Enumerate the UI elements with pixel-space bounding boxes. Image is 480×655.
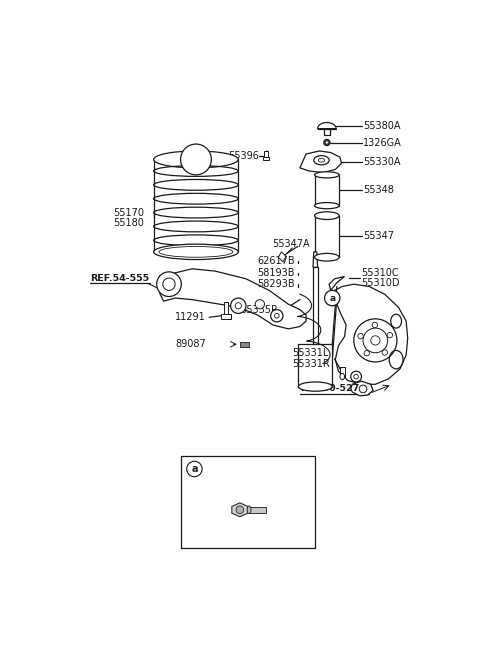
Circle shape — [324, 140, 330, 145]
Circle shape — [325, 141, 328, 144]
Circle shape — [363, 328, 388, 353]
Polygon shape — [300, 151, 341, 172]
Ellipse shape — [314, 212, 339, 219]
Circle shape — [371, 336, 380, 345]
Circle shape — [354, 319, 397, 362]
Circle shape — [275, 314, 279, 318]
Polygon shape — [318, 122, 336, 128]
Circle shape — [236, 506, 244, 514]
Ellipse shape — [314, 202, 339, 209]
Ellipse shape — [247, 506, 251, 514]
Text: 89087: 89087 — [175, 339, 206, 349]
Ellipse shape — [154, 151, 238, 168]
Circle shape — [235, 303, 241, 309]
Text: REF.54-555: REF.54-555 — [90, 274, 150, 284]
Circle shape — [372, 322, 377, 328]
Polygon shape — [340, 367, 345, 377]
Polygon shape — [299, 345, 332, 386]
Text: REF.50-527: REF.50-527 — [300, 384, 359, 394]
Polygon shape — [264, 151, 267, 157]
Polygon shape — [160, 269, 306, 329]
Polygon shape — [221, 314, 230, 319]
Text: a: a — [191, 464, 198, 474]
Polygon shape — [313, 267, 318, 345]
Polygon shape — [324, 128, 330, 135]
Circle shape — [364, 350, 370, 356]
Text: 11291: 11291 — [175, 312, 206, 322]
Polygon shape — [278, 252, 286, 262]
Polygon shape — [314, 215, 339, 257]
Circle shape — [359, 385, 367, 393]
Polygon shape — [240, 342, 249, 346]
Polygon shape — [313, 252, 318, 267]
Circle shape — [271, 310, 283, 322]
Text: 55348: 55348 — [363, 185, 394, 195]
Circle shape — [156, 272, 181, 297]
Polygon shape — [232, 503, 248, 517]
Text: 55180: 55180 — [114, 217, 144, 227]
Circle shape — [163, 278, 175, 290]
Polygon shape — [329, 276, 345, 290]
Text: 55347A: 55347A — [272, 239, 310, 249]
Text: 55357: 55357 — [207, 464, 242, 474]
Polygon shape — [314, 175, 339, 206]
Text: 62617B: 62617B — [258, 256, 295, 266]
Text: 55347: 55347 — [363, 231, 394, 242]
Circle shape — [382, 350, 387, 355]
Ellipse shape — [154, 244, 238, 259]
Circle shape — [354, 374, 359, 379]
Text: 1326GA: 1326GA — [363, 138, 402, 147]
Polygon shape — [263, 157, 269, 160]
Text: 55335R: 55335R — [240, 305, 278, 314]
Ellipse shape — [318, 159, 324, 162]
Text: 55330A: 55330A — [363, 157, 400, 167]
Circle shape — [180, 144, 211, 175]
Text: 55331R: 55331R — [292, 358, 330, 369]
Circle shape — [387, 333, 393, 338]
Text: 55310D: 55310D — [361, 278, 400, 288]
Circle shape — [187, 461, 202, 477]
Text: 58193B: 58193B — [258, 268, 295, 278]
Polygon shape — [225, 302, 228, 316]
Polygon shape — [351, 381, 373, 396]
Text: 55396: 55396 — [228, 151, 259, 160]
Polygon shape — [335, 284, 408, 384]
Circle shape — [255, 299, 264, 309]
Text: 55170: 55170 — [114, 208, 144, 218]
Text: 58293B: 58293B — [258, 279, 295, 290]
Circle shape — [351, 371, 361, 382]
Polygon shape — [154, 159, 238, 252]
Circle shape — [324, 290, 340, 306]
Ellipse shape — [340, 373, 345, 380]
Text: 55331L: 55331L — [292, 348, 329, 358]
Ellipse shape — [299, 382, 332, 391]
Ellipse shape — [314, 156, 329, 165]
Ellipse shape — [314, 253, 339, 261]
Bar — [180, 456, 315, 548]
Circle shape — [358, 333, 363, 339]
Ellipse shape — [159, 246, 233, 257]
Ellipse shape — [314, 172, 339, 178]
Circle shape — [230, 298, 246, 314]
Text: a: a — [329, 293, 336, 303]
Text: 55310C: 55310C — [361, 268, 399, 278]
Text: 55380A: 55380A — [363, 121, 400, 130]
Bar — [249, 507, 266, 513]
